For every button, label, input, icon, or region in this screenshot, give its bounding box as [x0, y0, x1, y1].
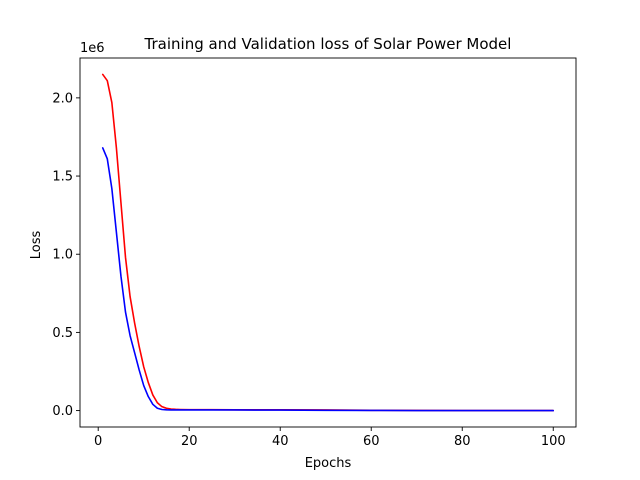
x-tick-label: 0	[94, 434, 102, 449]
x-tick-label: 60	[363, 434, 380, 449]
x-tick-label: 80	[454, 434, 471, 449]
y-tick-label: 1.5	[52, 170, 73, 185]
y-axis-label: Loss	[29, 231, 44, 260]
x-tick-label: 20	[181, 434, 198, 449]
chart-title: Training and Validation loss of Solar Po…	[144, 35, 512, 53]
y-tick-label: 0.0	[52, 404, 73, 419]
axes-frame	[79, 57, 577, 428]
x-axis-label: Epochs	[305, 456, 352, 471]
y-tick-label: 1.0	[52, 248, 73, 263]
plot-layer: 0 20 40 60 80 100 0.0 0.5 1.0 1.5 2.0	[52, 57, 577, 449]
x-tick-label: 40	[272, 434, 289, 449]
series-line-2	[101, 147, 555, 412]
y-tick-label: 2.0	[52, 91, 73, 106]
y-tick-label: 0.5	[52, 326, 73, 341]
y-axis-offset-label: 1e6	[80, 41, 105, 56]
x-tick-label: 100	[541, 434, 566, 449]
